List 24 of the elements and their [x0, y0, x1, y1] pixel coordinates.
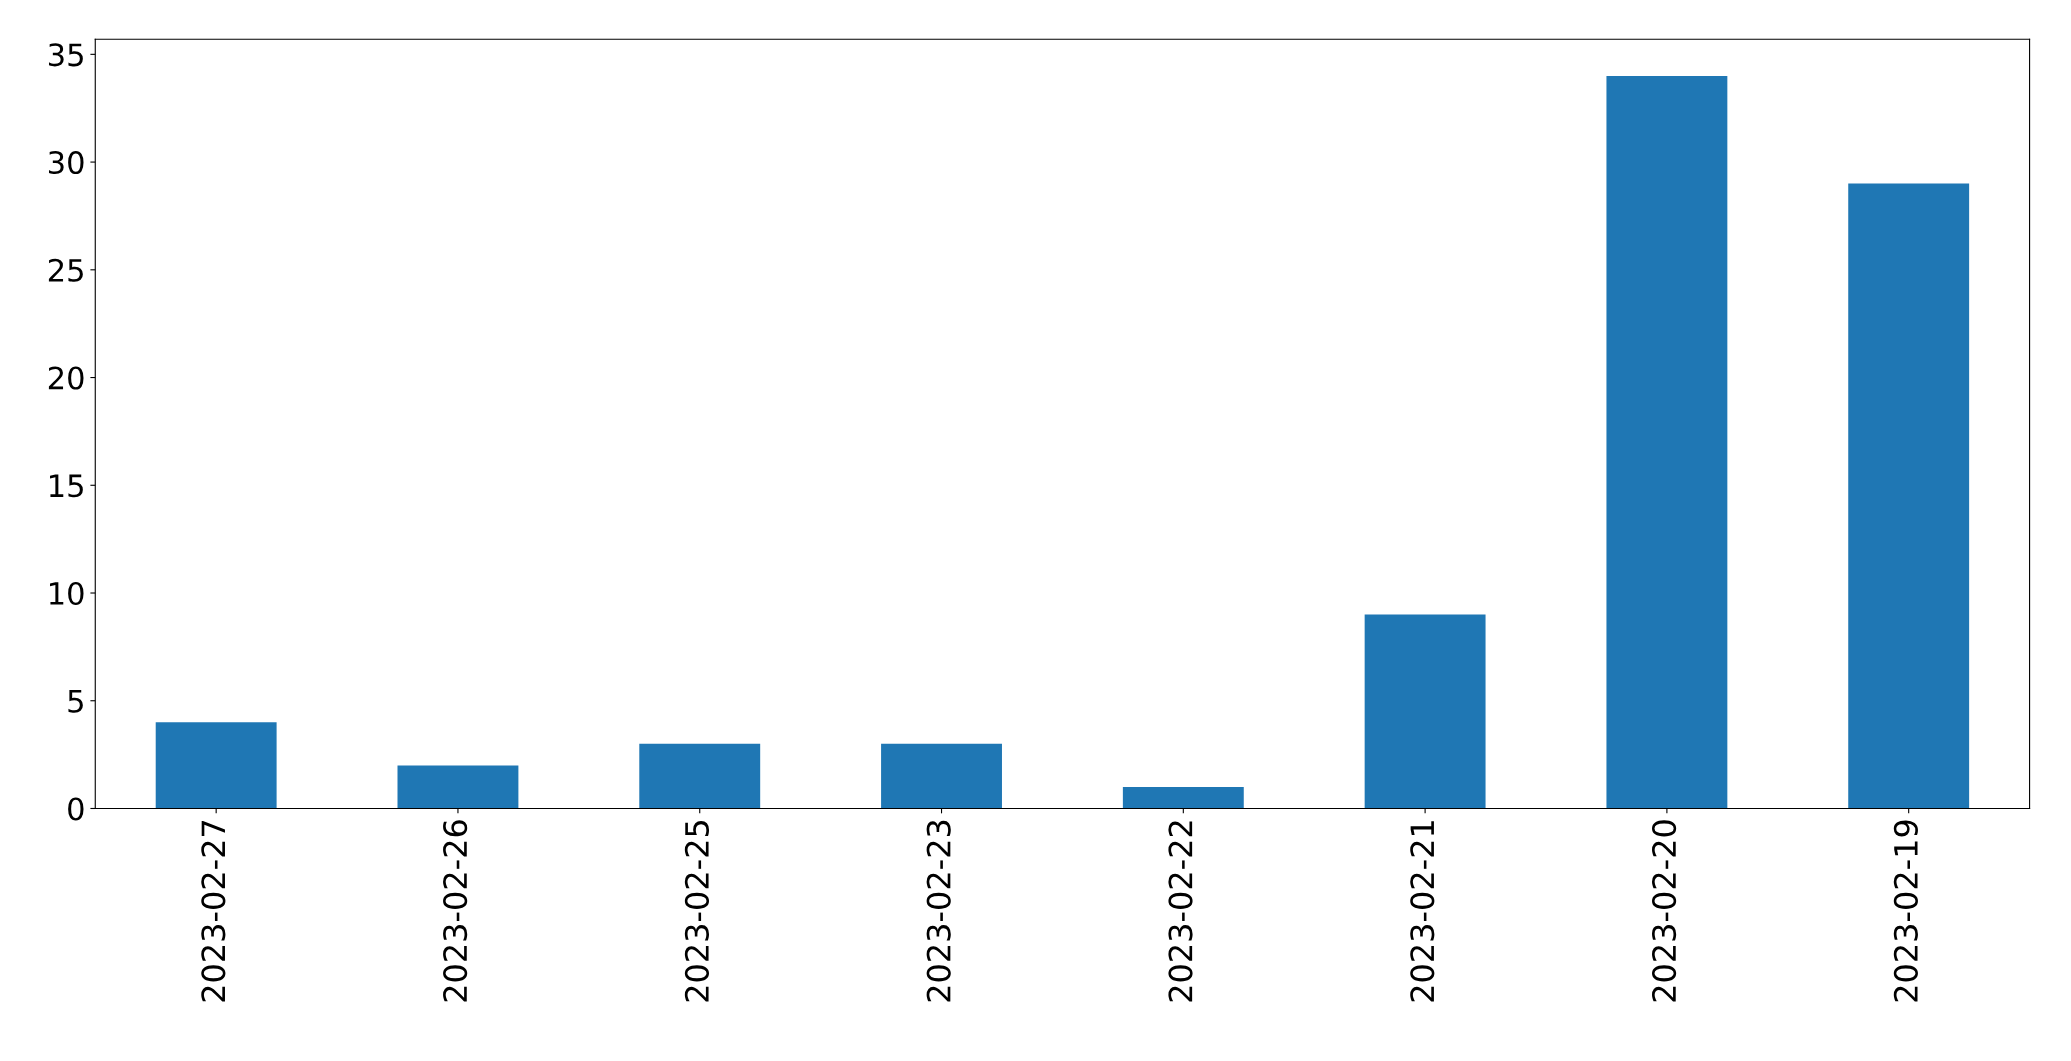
x-tick-label: 2023-02-19	[1893, 820, 1918, 1002]
x-tick-label: 2023-02-20	[1652, 820, 1677, 1002]
y-tick-label: 0	[68, 797, 84, 821]
y-tick-label: 5	[68, 690, 83, 713]
y-tick-label: 25	[48, 258, 83, 282]
bar	[1364, 614, 1486, 809]
y-tick-label: 35	[48, 43, 83, 67]
x-tick-label: 2023-02-22	[1168, 821, 1193, 1002]
x-tick-label: 2023-02-23	[926, 820, 951, 1002]
y-tick-label: 10	[50, 581, 84, 606]
y-tick-label: 20	[48, 366, 84, 390]
bar	[1606, 75, 1728, 809]
y-tick-label: 30	[48, 151, 84, 175]
y-tick-label: 15	[50, 474, 83, 498]
bar	[155, 722, 277, 809]
bar	[881, 743, 1002, 809]
bar	[1122, 786, 1244, 809]
x-tick-label: 2023-02-21	[1410, 821, 1435, 1002]
bar	[397, 765, 519, 809]
bar	[639, 743, 761, 809]
x-tick-label: 2023-02-25	[684, 820, 710, 1002]
bar	[1848, 183, 1970, 809]
x-tick-label: 2023-02-27	[201, 820, 226, 1002]
x-tick-label: 2023-02-26	[443, 820, 468, 1002]
